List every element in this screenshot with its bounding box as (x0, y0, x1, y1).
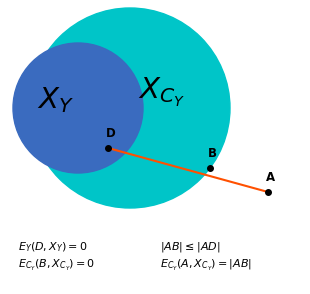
Circle shape (30, 8, 230, 208)
Text: D: D (106, 127, 116, 140)
Text: $|AB| \leq |AD|$: $|AB| \leq |AD|$ (160, 240, 221, 254)
Text: $E_{C_Y}(A, X_{C_Y}) = |AB|$: $E_{C_Y}(A, X_{C_Y}) = |AB|$ (160, 258, 252, 273)
Text: $X_{C_Y}$: $X_{C_Y}$ (139, 76, 185, 108)
Text: $E_Y(D, X_Y) = 0$: $E_Y(D, X_Y) = 0$ (18, 240, 88, 254)
Text: A: A (266, 171, 275, 184)
Text: $E_{C_Y}(B, X_{C_Y}) = 0$: $E_{C_Y}(B, X_{C_Y}) = 0$ (18, 258, 95, 273)
Text: $X_Y$: $X_Y$ (37, 85, 73, 115)
Text: B: B (208, 147, 217, 160)
Circle shape (13, 43, 143, 173)
